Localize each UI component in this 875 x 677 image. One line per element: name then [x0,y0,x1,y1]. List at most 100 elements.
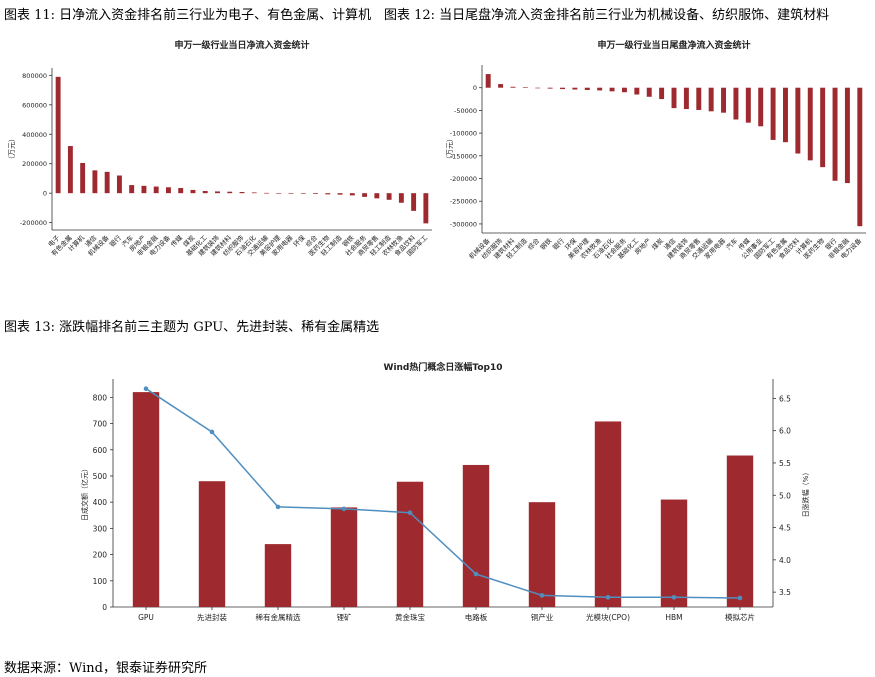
bar [215,191,220,194]
y-tick-label: 0 [43,190,47,198]
bar [132,392,160,607]
bar [584,87,590,90]
bar [337,193,343,195]
y2-tick-label: 4.5 [779,524,791,533]
x-tick-label: 煤炭 [649,236,665,252]
bar [198,481,226,607]
y-axis-label: （万元） [446,135,454,163]
bar [726,455,754,607]
x-tick-label: GPU [138,613,154,622]
bar [166,187,171,194]
line-point [605,595,611,600]
y-tick-label: 300 [93,524,108,533]
bar [770,87,776,140]
line-point [671,595,677,600]
bar [153,186,159,194]
line-point [473,571,479,577]
bar [374,193,380,199]
change-pct-line [145,388,741,599]
x-tick-label: 锂矿 [337,612,352,622]
bar [202,190,208,194]
bar [325,193,331,195]
bar [522,87,528,88]
bar [659,87,665,100]
bar [398,193,404,203]
y2-tick-label: 4.0 [779,556,791,565]
bar [745,87,751,123]
x-tick-label: 银行 [550,236,566,252]
bar [92,170,98,194]
line-point [341,506,347,512]
y-tick-label: 200 [93,551,108,560]
bar [227,191,233,194]
bar [190,189,196,194]
y-tick-label: -200000 [450,175,477,183]
y-tick-label: -50000 [454,107,477,115]
bar [80,162,86,194]
y-tick-label: 800 [93,393,108,402]
bar [396,481,424,607]
bar [795,87,801,154]
bar [820,87,826,168]
bar [758,87,764,127]
line-point [407,510,413,515]
y-tick-label: 400 [93,498,108,507]
x-tick-label: 光模块(CPO) [586,612,630,622]
x-tick-label: 综合 [526,236,542,252]
x-tick-label: 先进封装 [197,612,227,622]
bar [67,146,73,194]
bar [330,507,358,607]
bar [423,193,429,224]
bar [251,192,257,194]
bar [276,193,282,194]
x-tick-label: 传媒 [169,233,185,249]
chart-industry-net-inflow: 申万一级行业当日净流入资金统计 -200000 0 200000 400000 60000… [8,39,432,258]
y-tick-label: -100000 [450,130,477,138]
bar [857,87,863,227]
bar [807,87,813,161]
bar [116,175,122,194]
bar [560,87,565,90]
chart-title: 申万一级行业当日尾盘净流入资金统计 [597,39,750,51]
data-source-note: 数据来源：Wind，银泰证券研究所 [4,661,207,676]
y-tick-label: 600 [93,446,108,455]
bar [609,87,615,92]
chart-industry-tail-inflow: 申万一级行业当日尾盘净流入资金统计 -300000 -250000 -200000 -1… [446,39,866,261]
y-tick-label: 200000 [22,160,47,168]
bar [239,192,245,194]
bar [621,87,627,93]
y2-tick-label: 5.0 [779,491,791,500]
bar [141,185,147,194]
x-tick-label: 模拟芯片 [725,612,755,622]
bar [313,193,318,194]
bar [411,193,417,211]
bar [264,544,292,607]
chart-title: Wind热门概念日涨幅Top10 [384,361,503,373]
bar [832,87,838,181]
bar [721,87,727,113]
y-tick-label: 400000 [22,131,47,139]
x-tick-label: 黄金珠宝 [395,612,425,622]
bar [597,87,603,91]
x-tick-label: 环保 [291,233,307,249]
y2-axis-label: 日涨跌幅（%） [801,469,810,518]
y-tick-label: 0 [102,603,107,612]
x-tick-label: 汽车 [724,236,740,252]
line-point [539,593,545,598]
bar [696,87,702,110]
line-point [143,386,149,391]
y2-tick-label: 3.5 [779,588,791,597]
x-tick-label: 稀有金属精选 [256,612,301,622]
x-tick-label: 银行 [107,233,123,249]
bar [264,192,269,194]
bar [349,193,355,196]
x-tick-label: 铜产业 [531,612,554,622]
bar [733,87,739,120]
bar [55,76,61,194]
y2-tick-label: 6.5 [779,394,791,403]
bar [288,193,294,194]
bar [535,87,541,89]
bar [572,87,578,90]
bar [462,464,490,607]
y-tick-label: -200000 [20,219,47,227]
